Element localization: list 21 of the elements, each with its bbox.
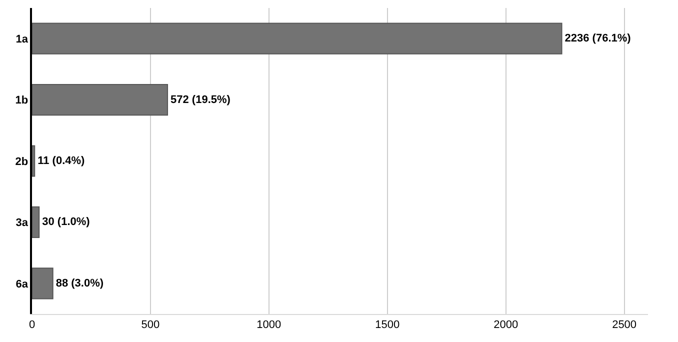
x-tick-label: 1000 (256, 319, 282, 332)
y-tick-label: 1a (16, 33, 29, 46)
y-tick-label: 2b (15, 156, 28, 168)
y-tick-label: 6a (16, 278, 29, 290)
data-label: 572 (19.5%) (170, 94, 231, 106)
y-tick-label: 3a (16, 217, 29, 230)
x-tick-label: 2500 (612, 319, 637, 332)
data-label: 88 (3.0%) (56, 277, 104, 290)
x-tick-label: 1500 (375, 319, 400, 332)
bar (32, 84, 168, 116)
bar (32, 22, 562, 54)
bar (32, 206, 40, 238)
x-tick-label: 0 (28, 319, 36, 332)
bar (32, 268, 54, 300)
data-label: 30 (1.0%) (42, 216, 90, 228)
data-label: 11 (0.4%) (38, 155, 86, 167)
bar (32, 145, 36, 177)
x-tick-label: 500 (141, 319, 160, 332)
data-label: 2236 (76.1%) (564, 32, 632, 45)
y-tick-label: 1b (15, 94, 28, 107)
x-tick-label: 2000 (494, 319, 518, 332)
